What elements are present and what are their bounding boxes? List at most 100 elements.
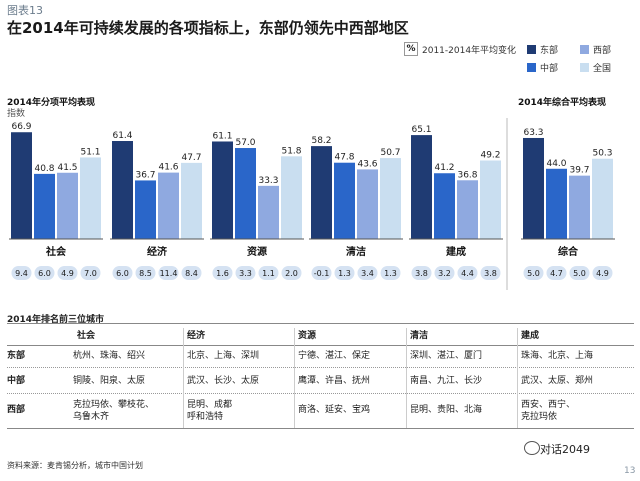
bar — [181, 162, 202, 239]
table-col-divider — [517, 328, 518, 428]
change-value: 6.0 — [38, 269, 51, 278]
category-label: 经济 — [147, 245, 168, 258]
table-header-built: 建成 — [521, 331, 540, 341]
change-value: -0.1 — [314, 269, 330, 278]
table-header-economy: 经济 — [187, 331, 206, 341]
table-header-clean: 清洁 — [410, 331, 429, 341]
change-value: 3.8 — [484, 269, 497, 278]
figure-label: 图表13 — [7, 4, 43, 17]
table-cell: 呼和浩特 — [187, 412, 224, 422]
legend-swatch-central — [527, 63, 536, 72]
change-pill — [434, 266, 455, 280]
change-value: 3.3 — [239, 269, 252, 278]
change-pill — [112, 266, 133, 280]
change-value: 8.5 — [139, 269, 152, 278]
change-value: 4.4 — [461, 269, 474, 278]
category-label: 资源 — [247, 245, 267, 258]
change-value: 9.4 — [15, 269, 28, 278]
table-row-label-west: 西部 — [7, 405, 26, 415]
bar — [11, 132, 32, 239]
data-label: 57.0 — [235, 138, 255, 148]
data-label: 66.9 — [11, 122, 31, 132]
table-row-divider — [7, 367, 634, 368]
table-cell: 昆明、贵阳、北海 — [410, 405, 483, 415]
change-value: 2.0 — [285, 269, 298, 278]
change-pill — [311, 266, 332, 280]
table-cell: 铜陵、阳泉、太原 — [73, 376, 146, 386]
bar — [457, 180, 478, 239]
change-value: 4.7 — [550, 269, 563, 278]
table-col-divider — [294, 328, 295, 428]
change-value: 4.9 — [596, 269, 609, 278]
change-pill — [380, 266, 401, 280]
bar — [380, 158, 401, 239]
bar — [569, 175, 590, 239]
change-value: 6.0 — [116, 269, 129, 278]
bar — [334, 162, 355, 239]
data-label: 51.8 — [281, 146, 301, 156]
change-value: 5.0 — [573, 269, 586, 278]
table-bottom-rule — [7, 428, 634, 429]
table-row-label-east: 东部 — [7, 351, 26, 361]
bar — [546, 168, 567, 239]
category-label: 综合 — [558, 245, 579, 258]
bar — [411, 135, 432, 239]
bar — [311, 146, 332, 239]
legend-item-national: 全国 — [580, 61, 611, 74]
category-label: 清洁 — [346, 245, 366, 258]
category-label: 建成 — [445, 245, 466, 258]
data-label: 63.3 — [523, 128, 543, 138]
change-pill — [135, 266, 156, 280]
bar — [480, 160, 501, 239]
change-value: 11.4 — [160, 269, 178, 278]
data-label: 41.6 — [158, 163, 178, 173]
table-cell: 武汉、长沙、太原 — [187, 376, 260, 386]
change-value: 4.9 — [61, 269, 74, 278]
chart-title-segment: 2014年分项平均表现 — [7, 98, 96, 108]
bar — [357, 169, 378, 239]
table-header-rule — [7, 345, 634, 346]
bar — [258, 185, 279, 239]
page-number: 13 — [624, 466, 636, 476]
data-label: 51.1 — [80, 147, 100, 157]
chart-ylabel: 指数 — [7, 109, 26, 119]
legend-item-east: 东部 — [527, 43, 558, 56]
table-cell: 北京、上海、深圳 — [187, 351, 260, 361]
table-cell: 宁德、湛江、保定 — [298, 351, 371, 361]
change-value: 1.3 — [338, 269, 351, 278]
legend-label-west: 西部 — [593, 46, 612, 56]
change-pill — [411, 266, 432, 280]
source-note: 资料来源：麦肯锡分析，城市中国计划 — [7, 461, 143, 470]
change-pill — [57, 266, 78, 280]
table-cell: 武汉、太原、郑州 — [521, 376, 594, 386]
change-pill — [281, 266, 302, 280]
change-pill — [523, 266, 544, 280]
data-label: 36.8 — [457, 170, 477, 180]
legend-label-national: 全国 — [593, 64, 612, 74]
change-value: 3.8 — [415, 269, 428, 278]
table-cell: 鹰潭、许昌、抚州 — [298, 376, 371, 386]
table-row-label-central: 中部 — [7, 376, 26, 386]
table-col-divider — [406, 328, 407, 428]
change-pill — [546, 266, 567, 280]
data-label: 47.8 — [334, 153, 354, 163]
data-label: 61.1 — [212, 131, 232, 141]
data-label: 41.5 — [57, 163, 77, 173]
change-pill — [357, 266, 378, 280]
legend-swatch-east — [527, 45, 536, 54]
bar — [212, 141, 233, 239]
change-pill — [181, 266, 202, 280]
bar — [523, 137, 544, 239]
legend-swatch-national — [580, 63, 589, 72]
data-label: 49.2 — [480, 150, 500, 160]
table-cell: 杭州、珠海、绍兴 — [73, 351, 146, 361]
bar — [434, 173, 455, 239]
change-value: 5.0 — [527, 269, 540, 278]
data-label: 43.6 — [357, 159, 377, 169]
change-pill — [334, 266, 355, 280]
change-value: 1.6 — [216, 269, 229, 278]
change-pill — [258, 266, 279, 280]
chart-title-overall: 2014年综合平均表现 — [518, 98, 607, 108]
bar-chart: 66.9 9.4 40.8 6.0 41.5 4.9 51.1 7.0 社会 61.4 6.0 36.… — [9, 118, 615, 290]
table-cell: 南昌、九江、长沙 — [410, 376, 483, 386]
